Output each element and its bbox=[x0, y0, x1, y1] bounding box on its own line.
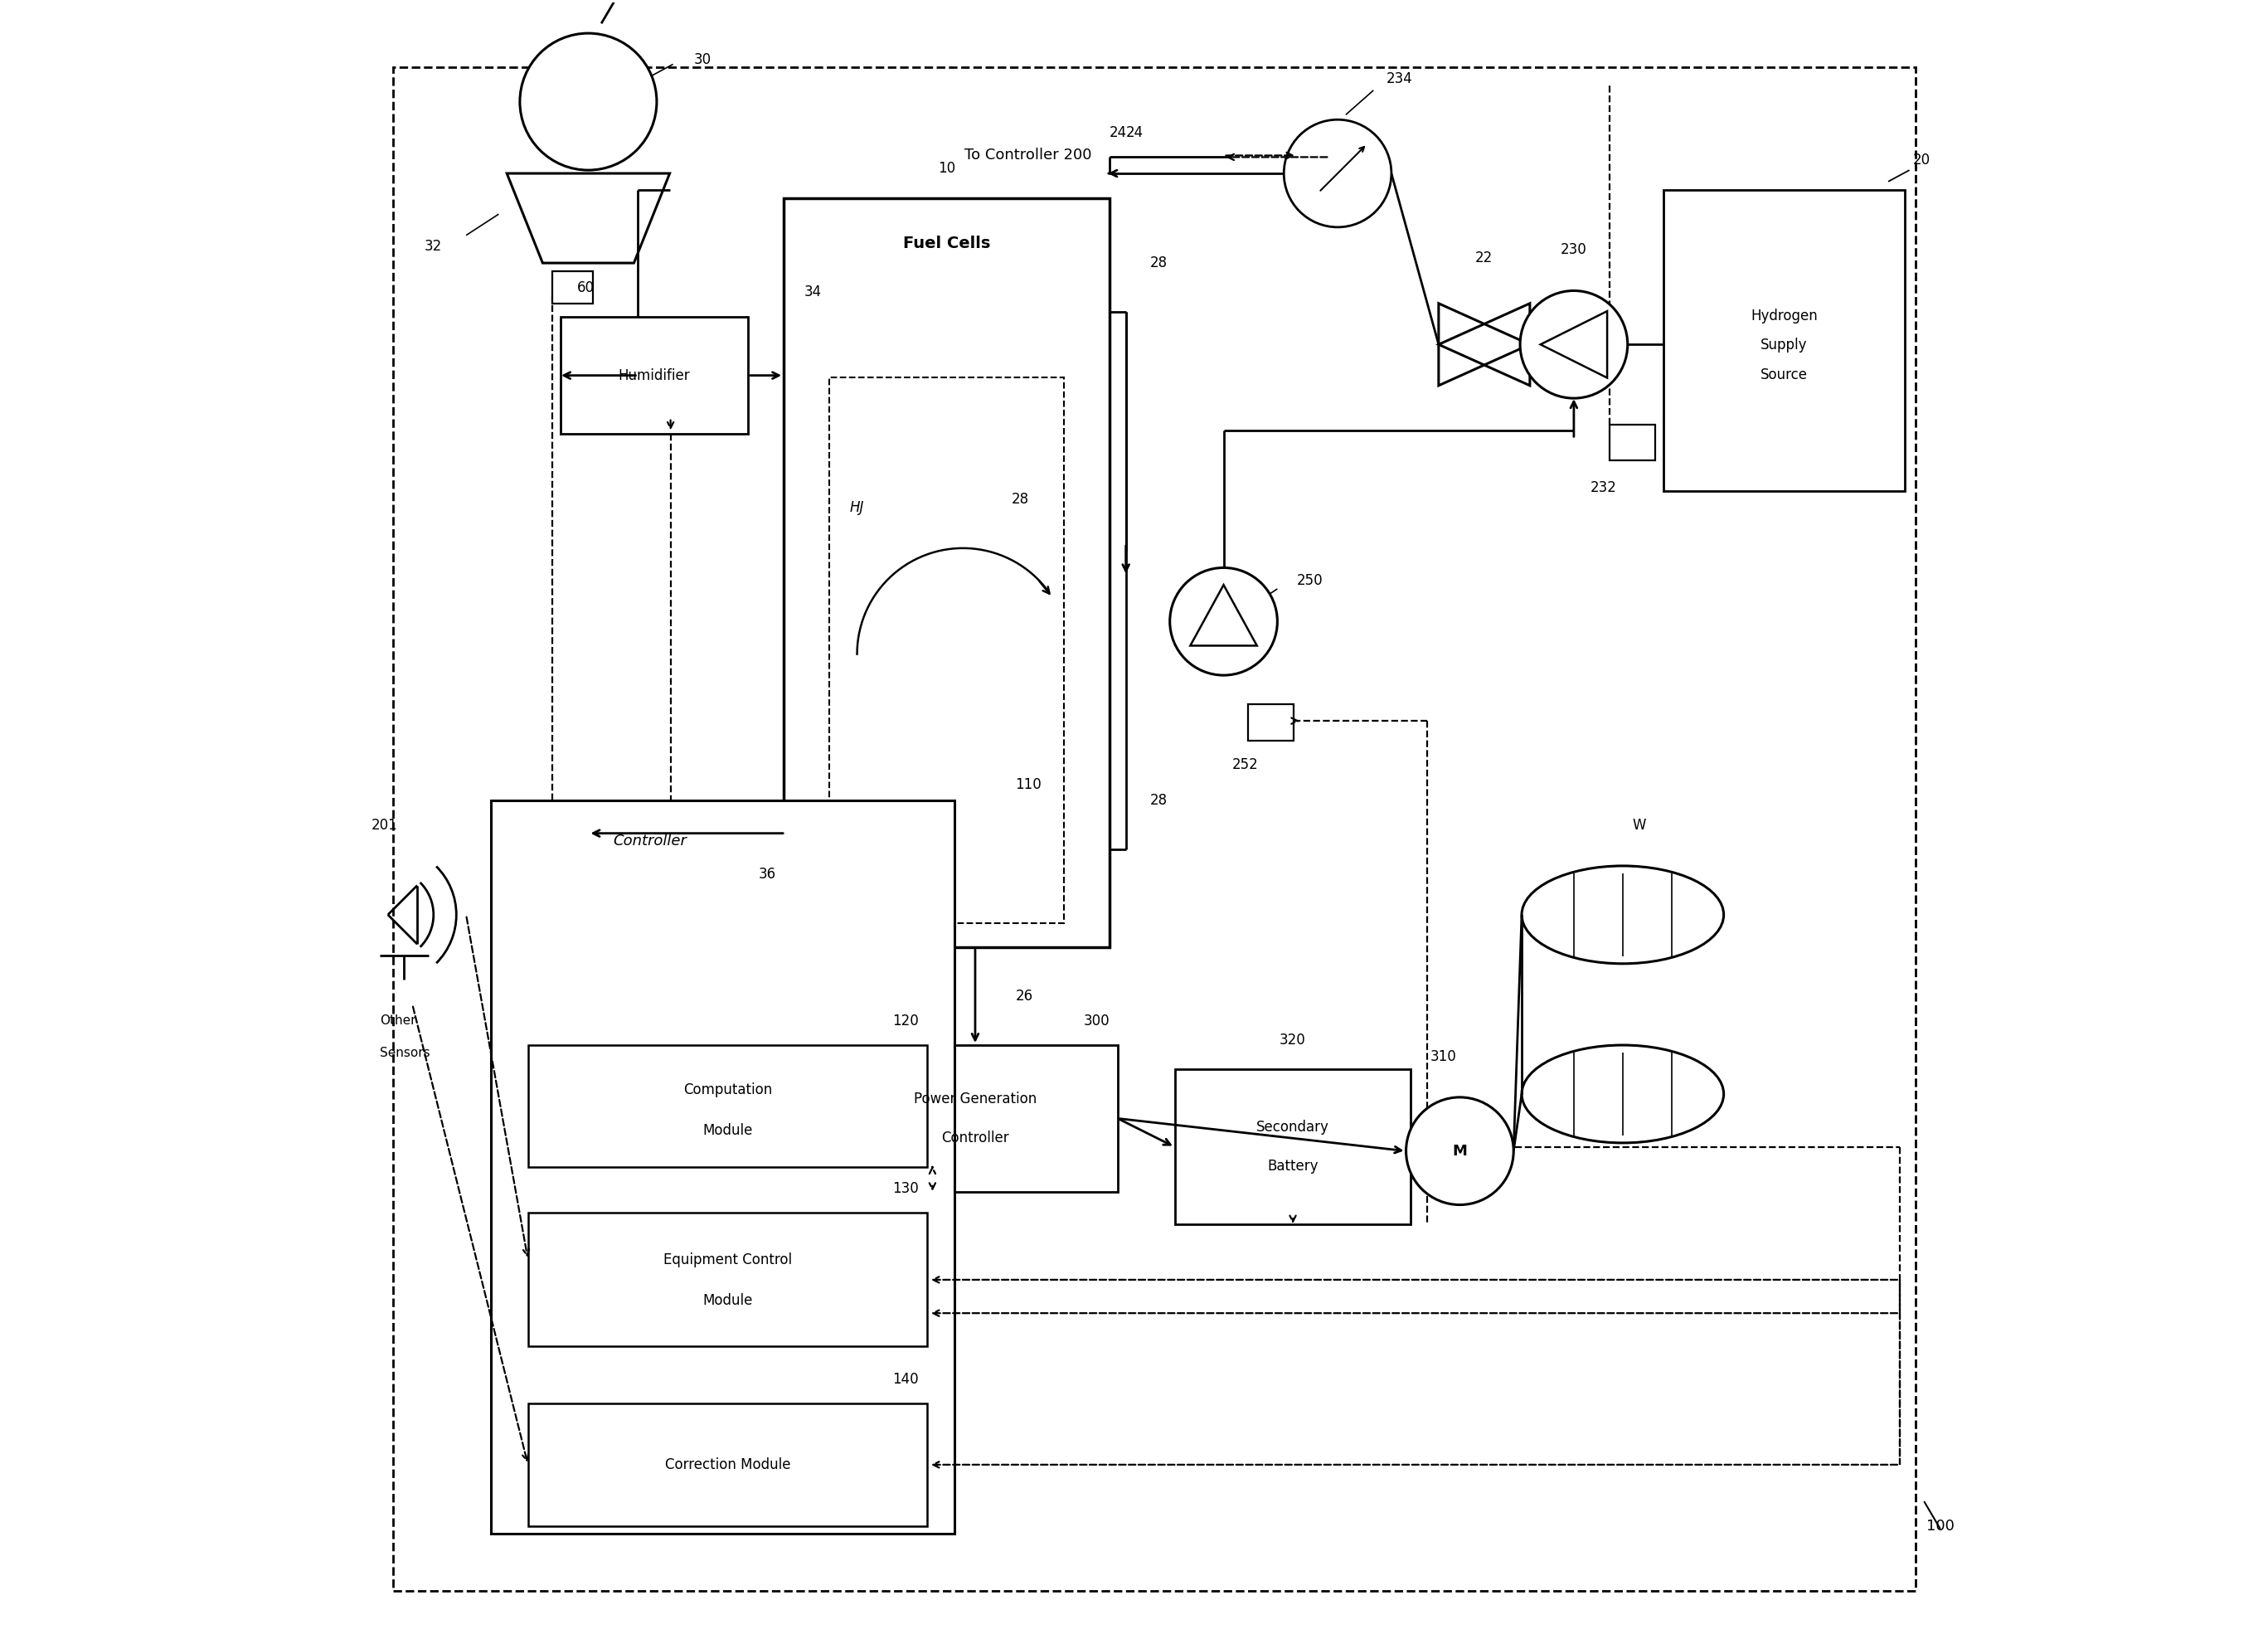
Text: Computation: Computation bbox=[683, 1082, 771, 1098]
Text: To Controller 200: To Controller 200 bbox=[964, 149, 1091, 163]
Text: 24: 24 bbox=[1125, 126, 1143, 141]
Text: Supply: Supply bbox=[1760, 338, 1808, 353]
Text: 320: 320 bbox=[1279, 1033, 1306, 1047]
Bar bbox=[528, 1046, 928, 1167]
Text: Power Generation: Power Generation bbox=[914, 1092, 1036, 1106]
Bar bbox=[528, 1404, 928, 1526]
Text: 60: 60 bbox=[576, 279, 594, 294]
Text: 36: 36 bbox=[760, 866, 776, 881]
Text: 26: 26 bbox=[1016, 989, 1034, 1003]
Text: 234: 234 bbox=[1386, 72, 1413, 87]
Text: M: M bbox=[1452, 1144, 1467, 1159]
Text: 28: 28 bbox=[1150, 792, 1168, 809]
Circle shape bbox=[1170, 567, 1277, 675]
Circle shape bbox=[519, 33, 658, 170]
Bar bbox=[490, 801, 955, 1534]
Text: 300: 300 bbox=[1084, 1013, 1109, 1028]
Text: Controller: Controller bbox=[941, 1131, 1009, 1145]
Bar bbox=[1662, 190, 1905, 492]
Text: Equipment Control: Equipment Control bbox=[662, 1253, 792, 1268]
Text: Source: Source bbox=[1760, 368, 1808, 382]
Bar bbox=[830, 377, 1064, 923]
Bar bbox=[560, 317, 748, 435]
Text: Humidifier: Humidifier bbox=[619, 368, 689, 382]
Circle shape bbox=[1520, 291, 1628, 399]
Text: 232: 232 bbox=[1590, 480, 1617, 495]
Text: Fuel Cells: Fuel Cells bbox=[903, 235, 991, 252]
Text: 230: 230 bbox=[1560, 242, 1588, 258]
Bar bbox=[785, 198, 1109, 948]
Text: Correction Module: Correction Module bbox=[665, 1458, 789, 1472]
Text: 110: 110 bbox=[1016, 776, 1041, 792]
Text: Module: Module bbox=[703, 1294, 753, 1309]
Text: Sensors: Sensors bbox=[379, 1047, 431, 1059]
Text: Other: Other bbox=[379, 1015, 415, 1026]
Text: Controller: Controller bbox=[612, 833, 687, 850]
Text: 140: 140 bbox=[894, 1371, 919, 1387]
Text: 10: 10 bbox=[939, 162, 955, 176]
Text: 22: 22 bbox=[1476, 250, 1492, 266]
Text: W: W bbox=[1633, 817, 1647, 833]
Text: 252: 252 bbox=[1232, 758, 1259, 773]
Text: 20: 20 bbox=[1912, 154, 1930, 168]
Text: 201: 201 bbox=[372, 817, 397, 833]
Bar bbox=[528, 1212, 928, 1346]
Text: 310: 310 bbox=[1431, 1049, 1456, 1064]
Text: Battery: Battery bbox=[1268, 1159, 1318, 1173]
Text: 28: 28 bbox=[1150, 255, 1168, 271]
Text: 250: 250 bbox=[1297, 574, 1322, 588]
Bar bbox=[1247, 704, 1293, 740]
Circle shape bbox=[1406, 1098, 1513, 1204]
Text: 130: 130 bbox=[894, 1181, 919, 1196]
Text: Hydrogen: Hydrogen bbox=[1751, 309, 1817, 324]
Text: 24: 24 bbox=[1109, 126, 1127, 141]
Bar bbox=[1175, 1070, 1411, 1224]
Circle shape bbox=[1284, 119, 1390, 227]
Text: 34: 34 bbox=[805, 284, 821, 299]
Bar bbox=[553, 271, 594, 304]
Text: 30: 30 bbox=[694, 52, 712, 67]
Bar bbox=[1610, 425, 1656, 461]
Text: 32: 32 bbox=[424, 239, 442, 255]
Bar bbox=[832, 1046, 1118, 1191]
Text: 100: 100 bbox=[1926, 1518, 1955, 1533]
Text: 120: 120 bbox=[894, 1013, 919, 1028]
Text: Module: Module bbox=[703, 1123, 753, 1139]
Text: Secondary: Secondary bbox=[1256, 1119, 1329, 1136]
Text: HJ: HJ bbox=[850, 500, 864, 515]
Text: 28: 28 bbox=[1012, 492, 1030, 507]
